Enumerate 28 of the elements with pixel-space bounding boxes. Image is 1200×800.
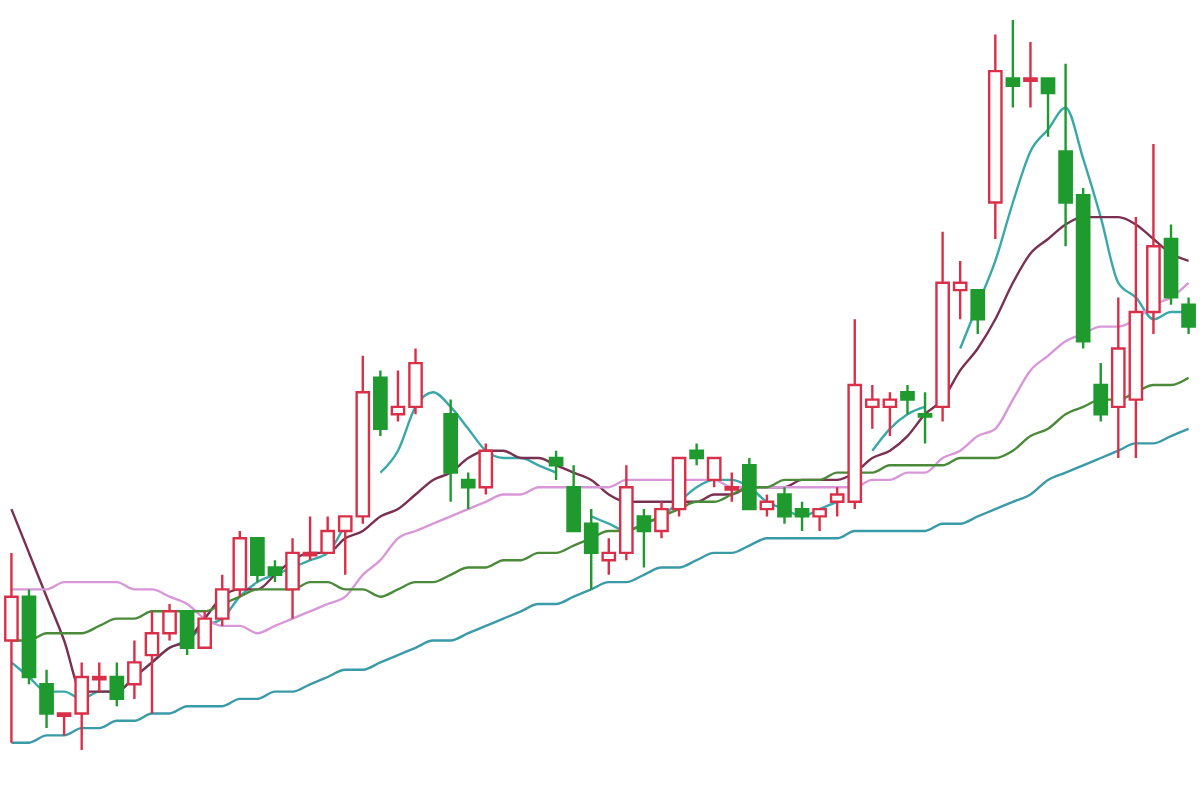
candlestick: [1005, 18, 1021, 109]
candlestick: [109, 661, 125, 708]
candlestick: [4, 551, 19, 744]
candlestick: [636, 507, 652, 569]
candlestick: [21, 588, 37, 686]
candlestick: [1181, 296, 1196, 336]
candlestick: [443, 398, 459, 503]
candlestick: [970, 288, 986, 336]
candlestick: [900, 383, 915, 416]
candlestick: [689, 442, 704, 467]
candlestick: [548, 449, 564, 482]
candlestick: [1093, 361, 1109, 423]
candlestick: [373, 369, 388, 438]
candlestick: [812, 507, 827, 533]
candlestick: [741, 456, 757, 511]
candlestick: [127, 639, 142, 701]
candlestick: [1023, 40, 1038, 109]
candlestick: [1040, 77, 1056, 138]
candlestick: [1163, 223, 1179, 306]
candlestick: [987, 33, 1003, 241]
candlestick: [724, 471, 740, 503]
candlestick: [759, 493, 775, 518]
candlestick: [39, 668, 54, 730]
candlestick: [917, 391, 933, 445]
candlestick: [179, 610, 195, 657]
candlestick: [460, 471, 476, 511]
candlestick: [706, 456, 722, 489]
candlestick: [478, 442, 494, 496]
